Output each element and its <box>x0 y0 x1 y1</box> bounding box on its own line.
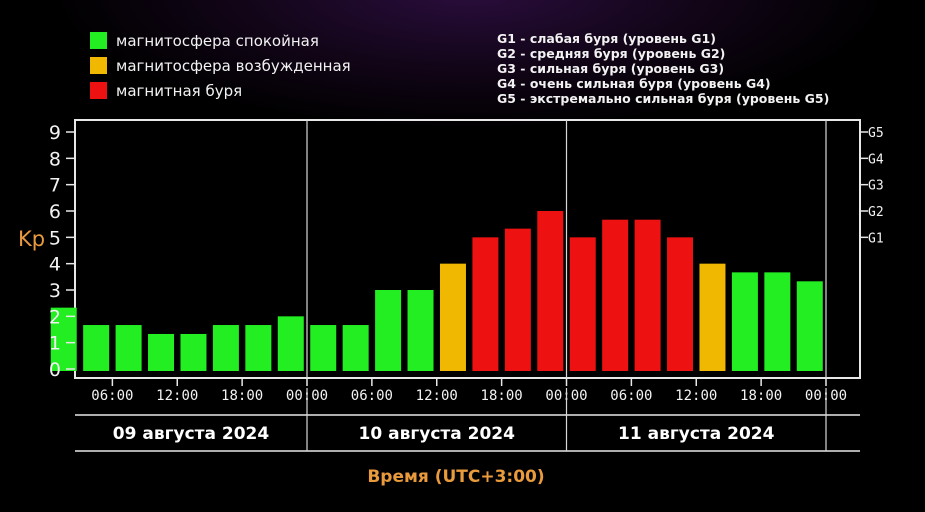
x-tick-label: 12:00 <box>416 388 458 404</box>
storm-level-item: G1 - слабая буря (уровень G1) <box>497 31 716 46</box>
y-tick-label: 4 <box>49 254 61 276</box>
x-tick-label: 06:00 <box>610 388 652 404</box>
kp-bar <box>245 325 272 371</box>
x-tick-label: 06:00 <box>91 388 133 404</box>
kp-bar <box>731 272 758 371</box>
y-tick-label: 7 <box>49 175 61 197</box>
kp-bar <box>472 237 499 371</box>
y-axis-label: Kp <box>18 227 45 251</box>
date-label: 11 августа 2024 <box>618 424 775 444</box>
kp-bar <box>50 307 77 371</box>
kp-bar <box>764 272 791 371</box>
legend-swatch <box>90 32 107 49</box>
storm-level-item: G5 - экстремально сильная буря (уровень … <box>497 91 829 106</box>
x-tick-label: 12:00 <box>675 388 717 404</box>
kp-bar <box>375 290 402 371</box>
x-axis: 06:00 12:00 18:00 00:00 06:00 12:00 18:00 00:00… <box>91 378 847 404</box>
storm-tick-label: G2 <box>868 205 884 220</box>
y-tick-label: 1 <box>49 333 61 355</box>
legend-swatch <box>90 82 107 99</box>
kp-bar <box>634 219 661 371</box>
date-label: 10 августа 2024 <box>359 424 516 444</box>
y-tick-label: 2 <box>49 306 61 328</box>
kp-bar <box>277 316 304 371</box>
kp-bar <box>796 281 823 371</box>
x-tick-label: 06:00 <box>351 388 393 404</box>
y-tick-label: 3 <box>49 280 61 302</box>
kp-bar <box>602 219 629 371</box>
legend-label: магнитосфера возбужденная <box>116 57 351 75</box>
kp-bar <box>667 237 694 371</box>
kp-bar <box>212 325 239 371</box>
storm-tick-label: G4 <box>868 152 884 167</box>
legend: магнитосфера спокойная магнитосфера возбу… <box>90 32 351 100</box>
kp-bar <box>699 263 726 371</box>
legend-label: магнитная буря <box>116 82 242 100</box>
date-label: 09 августа 2024 <box>113 424 270 444</box>
storm-tick-label: G5 <box>868 126 884 141</box>
date-row: 09 августа 2024 10 августа 2024 11 августа… <box>75 388 860 452</box>
kp-bar <box>180 333 207 371</box>
legend-label: магнитосфера спокойная <box>116 32 319 50</box>
legend-swatch <box>90 57 107 74</box>
kp-bar <box>439 263 466 371</box>
x-axis-label: Время (UTC+3:00) <box>367 467 544 487</box>
storm-level-item: G3 - сильная буря (уровень G3) <box>497 61 724 76</box>
kp-bar <box>537 211 564 371</box>
storm-level-legend: G1 - слабая буря (уровень G1)G2 - средня… <box>497 31 829 106</box>
x-tick-label: 12:00 <box>156 388 198 404</box>
storm-tick-label: G3 <box>868 179 884 194</box>
kp-bar <box>310 325 337 371</box>
kp-bar <box>148 333 175 371</box>
storm-level-item: G2 - средняя буря (уровень G2) <box>497 46 725 61</box>
x-tick-label: 18:00 <box>481 388 523 404</box>
kp-bar <box>342 325 369 371</box>
x-tick-label: 18:00 <box>221 388 263 404</box>
kp-bar <box>504 228 531 371</box>
kp-bar <box>569 237 596 371</box>
plot-frame <box>74 119 861 379</box>
kp-bar <box>407 290 434 371</box>
y-tick-label: 0 <box>49 359 61 381</box>
kp-bar <box>115 325 142 371</box>
storm-tick-label: G1 <box>868 231 884 246</box>
y-axis: 0 1 2 3 4 5 6 7 8 9 <box>49 122 75 381</box>
y-tick-label: 5 <box>49 227 61 249</box>
storm-level-axis: G1 G2 G3 G4 G5 <box>860 126 884 246</box>
x-tick-label: 18:00 <box>740 388 782 404</box>
y-tick-label: 9 <box>49 122 61 144</box>
kp-bar <box>83 325 110 371</box>
y-tick-label: 8 <box>49 148 61 170</box>
y-tick-label: 6 <box>49 201 61 223</box>
plot-area <box>50 119 861 379</box>
storm-level-item: G4 - очень сильная буря (уровень G4) <box>497 76 771 91</box>
